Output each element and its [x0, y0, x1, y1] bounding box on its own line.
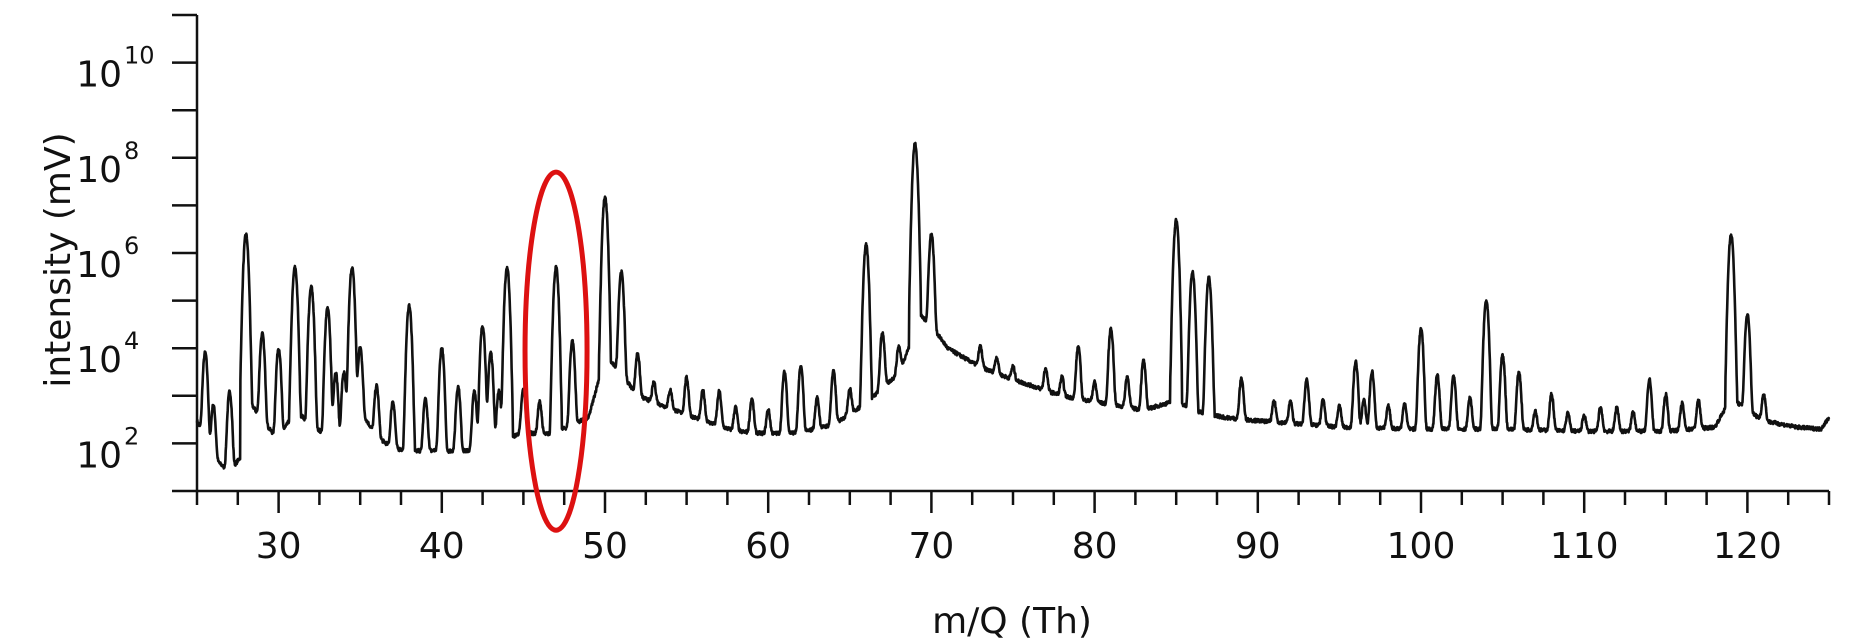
- x-tick-label: 70: [908, 526, 954, 567]
- x-tick-label: 120: [1713, 526, 1782, 567]
- y-tick-label: 10: [76, 435, 122, 476]
- y-tick-label: 10: [76, 245, 122, 286]
- x-tick-label: 50: [582, 526, 628, 567]
- highlight-ellipse: [522, 169, 590, 533]
- y-tick-exponent: 8: [124, 137, 139, 165]
- annotation-layer: [522, 169, 590, 533]
- y-tick-exponent: 2: [124, 422, 139, 450]
- x-tick-label: 60: [745, 526, 791, 567]
- x-axis: 30 40 50 60 70 80 90 100 110 120: [195, 489, 1831, 567]
- x-tick-label: 90: [1235, 526, 1281, 567]
- y-tick-label: 10: [76, 340, 122, 381]
- x-tick-label: 80: [1072, 526, 1118, 567]
- x-tick-label: 100: [1387, 526, 1456, 567]
- y-tick-exponent: 6: [124, 232, 139, 260]
- y-tick-exponent: 4: [124, 327, 139, 355]
- y-axis-title: intensity (mV): [38, 132, 79, 387]
- y-tick-label: 10: [76, 150, 122, 191]
- spectrum-line: [195, 141, 1831, 470]
- y-tick-exponent: 10: [124, 42, 155, 70]
- y-tick-label: 10: [76, 55, 122, 96]
- x-tick-label: 30: [256, 526, 302, 567]
- x-tick-label: 110: [1550, 526, 1619, 567]
- x-tick-label: 40: [419, 526, 465, 567]
- x-axis-title: m/Q (Th): [932, 601, 1092, 642]
